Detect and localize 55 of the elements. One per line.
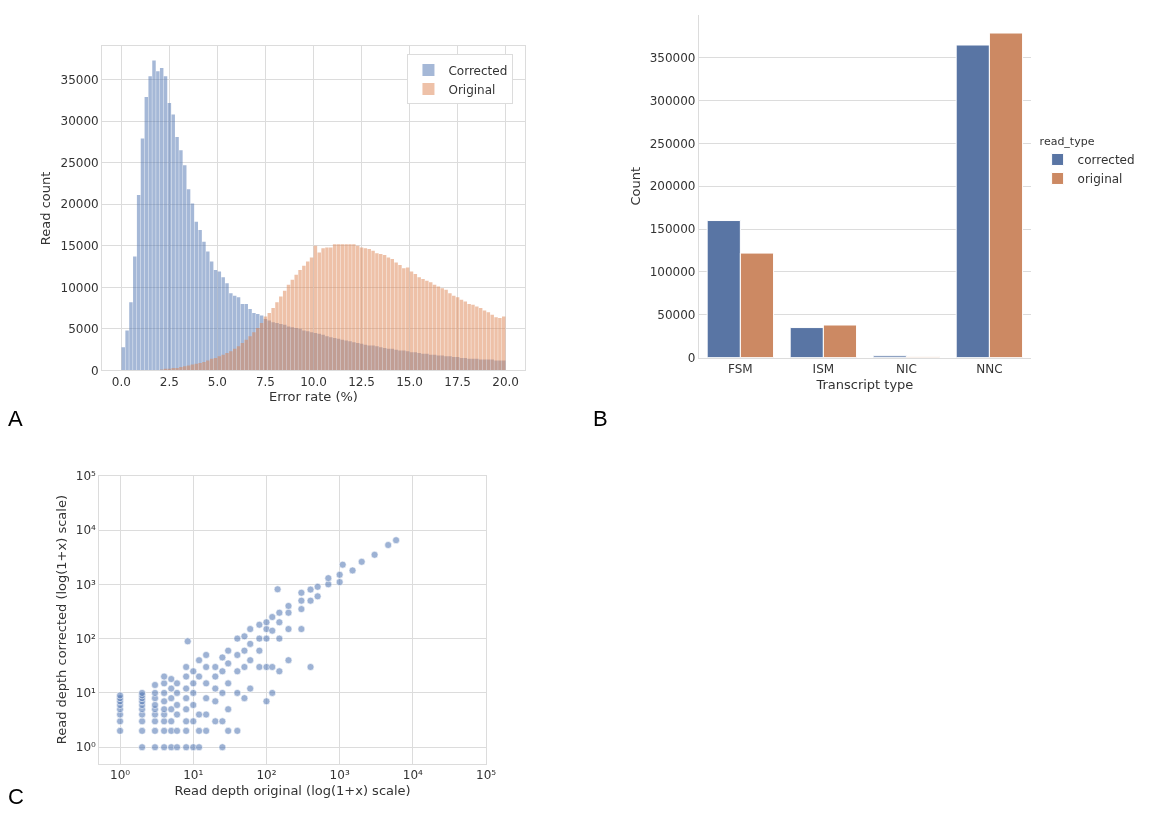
x-tick-label: 5.0 <box>207 374 227 389</box>
y-tick-label: 20000 <box>60 197 99 212</box>
y-tick-label: 300000 <box>649 93 696 108</box>
y-tick-label: 10⁵ <box>75 468 97 483</box>
text: B <box>593 406 608 431</box>
x-tick-label: NIC <box>895 361 917 376</box>
x-tick-label: 10.0 <box>300 374 327 389</box>
y-tick-label: 0 <box>91 363 99 378</box>
y-tick-label: 15000 <box>60 238 99 253</box>
y-tick-label: 200000 <box>649 179 696 194</box>
x-tick-label: 10³ <box>329 767 350 782</box>
y-tick-label: 5000 <box>68 322 99 337</box>
x-tick-label: 0.0 <box>111 374 131 389</box>
y-tick-label: 50000 <box>657 307 696 322</box>
x-tick-label: 2.5 <box>159 374 179 389</box>
y-tick-label: 10¹ <box>75 686 97 701</box>
legend-label: Corrected <box>448 63 508 78</box>
y-tick-label: 35000 <box>60 72 99 87</box>
x-tick-label: 10⁴ <box>402 767 424 782</box>
x-tick-label: 7.5 <box>255 374 275 389</box>
x-tick-label: 15.0 <box>396 374 423 389</box>
y-tick-label: 10000 <box>60 280 99 295</box>
legend-title: read_type <box>1039 134 1095 148</box>
y-axis-title: Read depth corrected (log(1+x) scale) <box>53 495 69 745</box>
x-tick-label: 10¹ <box>183 767 204 782</box>
y-tick-label: 10⁰ <box>75 740 97 755</box>
x-axis-title: Error rate (%) <box>269 389 358 405</box>
x-tick-label: ISM <box>812 361 835 376</box>
x-tick-label: 17.5 <box>444 374 471 389</box>
x-axis-title: Read depth original (log(1+x) scale) <box>174 782 411 798</box>
y-tick-label: 250000 <box>649 136 696 151</box>
legend-label: original <box>1077 172 1123 187</box>
legend-label: Original <box>448 82 496 97</box>
legend-label: corrected <box>1077 153 1135 168</box>
x-tick-label: 12.5 <box>348 374 375 389</box>
x-tick-label: 10² <box>256 767 277 782</box>
y-tick-label: 25000 <box>60 155 99 170</box>
y-tick-label: 10² <box>75 631 97 646</box>
y-axis-title: Read count <box>38 171 54 246</box>
y-tick-label: 350000 <box>649 51 696 66</box>
y-tick-label: 10⁴ <box>75 523 97 538</box>
y-tick-label: 150000 <box>649 222 696 237</box>
y-tick-label: 100000 <box>649 265 696 280</box>
text: A <box>8 406 23 431</box>
y-axis-title: Count <box>627 166 643 206</box>
y-tick-label: 30000 <box>60 114 99 129</box>
x-tick-label: 20.0 <box>492 374 520 389</box>
x-tick-label: FSM <box>728 361 753 376</box>
x-tick-label: 10⁰ <box>110 767 131 782</box>
y-tick-label: 0 <box>687 350 696 365</box>
x-tick-label: NNC <box>976 361 1003 376</box>
x-axis-title: Transcript type <box>815 376 914 392</box>
text: C <box>8 784 24 809</box>
y-tick-label: 10³ <box>75 577 97 592</box>
x-tick-label: 10⁵ <box>476 767 497 782</box>
